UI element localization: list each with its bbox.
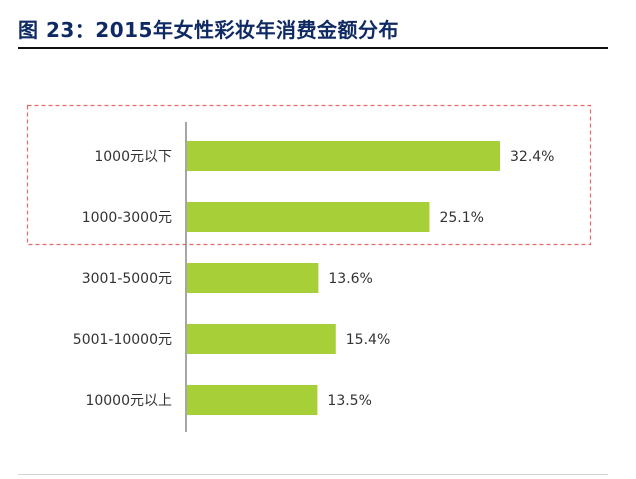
bar <box>187 141 500 171</box>
category-label: 1000-3000元 <box>82 210 172 226</box>
value-label: 15.4% <box>346 332 390 348</box>
figure-header: 图 23：2015年女性彩妆年消费金额分布 <box>0 0 636 52</box>
bottom-divider <box>18 474 608 475</box>
bar <box>187 385 318 415</box>
value-label: 13.5% <box>327 393 371 409</box>
figure-title: 图 23：2015年女性彩妆年消费金额分布 <box>18 18 399 42</box>
title-divider <box>18 47 608 49</box>
category-label: 1000元以下 <box>94 149 172 165</box>
value-label: 25.1% <box>439 210 483 226</box>
category-label: 10000元以上 <box>85 393 172 409</box>
value-label: 13.6% <box>328 271 372 287</box>
category-label: 5001-10000元 <box>73 332 172 348</box>
bar <box>187 263 319 293</box>
bar <box>187 324 336 354</box>
bar <box>187 202 430 232</box>
highlight-box <box>26 104 592 246</box>
category-label: 3001-5000元 <box>82 271 172 287</box>
value-label: 32.4% <box>510 149 554 165</box>
